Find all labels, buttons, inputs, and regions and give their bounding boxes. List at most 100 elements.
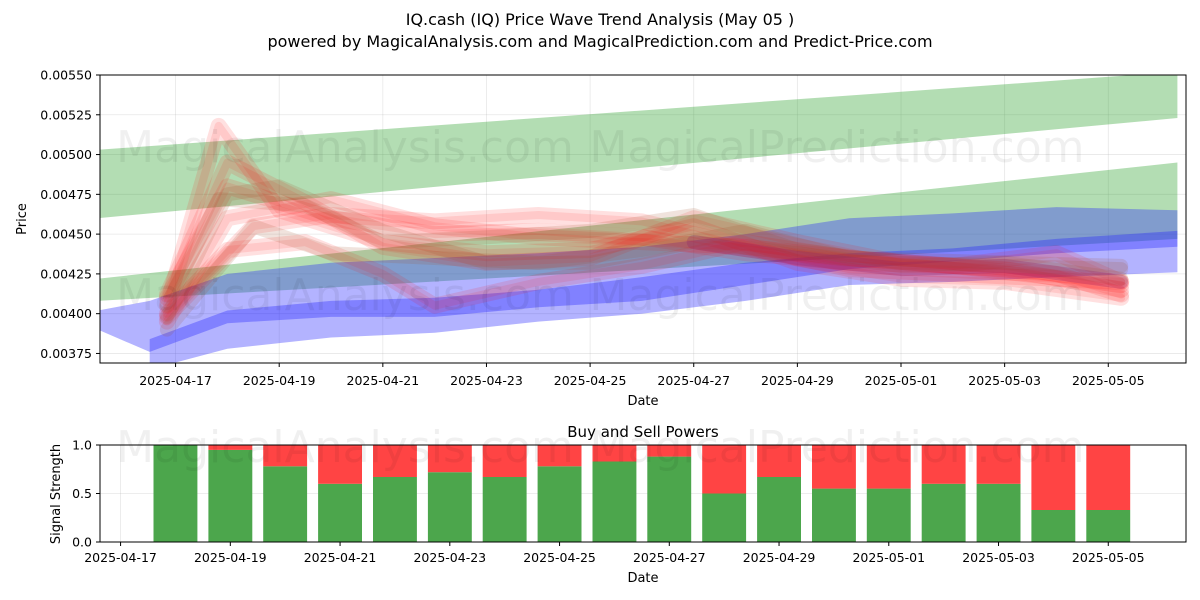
price-y-ticks: 0.00375 0.00400 0.00425 0.00450 0.00475 0.005… — [40, 68, 100, 361]
price-x-tick-label: 2025-05-03 — [968, 373, 1041, 388]
price-x-tick-label: 2025-04-25 — [554, 373, 627, 388]
signal-y-axis-label: Signal Strength — [49, 444, 64, 544]
chart-title: IQ.cash (IQ) Price Wave Trend Analysis (… — [406, 10, 795, 29]
buy-bar — [592, 461, 637, 542]
signal-x-tick-label: 2025-05-03 — [962, 550, 1035, 565]
sell-bar — [537, 445, 582, 467]
price-plot-frame — [99, 74, 1187, 364]
sell-bar — [318, 445, 362, 484]
price-paths — [158, 117, 1130, 337]
price-y-tick-label: 0.00400 — [40, 306, 92, 321]
red-wave-core-0 — [162, 121, 1126, 310]
sell-bar — [1086, 445, 1131, 510]
buy-bar — [921, 483, 966, 542]
red-wave-2 — [158, 207, 1130, 325]
signal-panel: Buy and Sell Powers MagicalAnalysis.com M… — [49, 422, 1187, 586]
signal-y-tick-label: 0.0 — [72, 535, 92, 550]
buy-bar — [757, 477, 801, 542]
buy-bar — [812, 488, 856, 542]
buy-bar — [702, 493, 747, 542]
buy-bar — [263, 466, 308, 542]
sell-bar — [263, 445, 308, 467]
red-wave-core-2 — [162, 211, 1126, 321]
watermark-text: MagicalAnalysis.com — [116, 422, 574, 473]
sell-bar — [757, 445, 801, 477]
price-x-tick-label: 2025-05-01 — [865, 373, 938, 388]
buy-bar — [373, 477, 417, 542]
price-y-tick-label: 0.00500 — [40, 147, 92, 162]
buy-bar — [1031, 510, 1076, 542]
signal-x-tick-label: 2025-04-25 — [523, 550, 596, 565]
price-x-tick-label: 2025-04-29 — [761, 373, 834, 388]
red-wave-core-5 — [162, 195, 1126, 326]
price-y-axis-label: Price — [15, 203, 30, 235]
brown-wave-0 — [159, 179, 1129, 324]
sell-bar — [427, 445, 472, 473]
buy-bar — [537, 466, 582, 542]
signal-x-tick-label: 2025-04-19 — [194, 550, 267, 565]
price-y-tick-label: 0.00450 — [40, 227, 92, 242]
price-x-axis-label: Date — [627, 394, 658, 409]
watermark-text: MagicalAnalysis.com — [116, 270, 574, 321]
purple-wave-0 — [686, 235, 1129, 289]
signal-y-tick-label: 1.0 — [72, 438, 92, 453]
sell-bar — [976, 445, 1021, 484]
price-x-tick-label: 2025-04-19 — [243, 373, 316, 388]
signal-bars — [153, 445, 1131, 542]
buy-bar — [482, 477, 527, 542]
signal-x-tick-label: 2025-04-17 — [84, 550, 157, 565]
signal-x-tick-label: 2025-05-01 — [852, 550, 925, 565]
sell-bar — [482, 445, 527, 477]
red-wave-5 — [158, 191, 1130, 330]
price-panel: MagicalAnalysis.com MagicalPrediction.com… — [15, 68, 1187, 409]
signal-chart-title: Buy and Sell Powers — [567, 423, 719, 441]
signal-watermarks: MagicalAnalysis.com MagicalPrediction.com — [116, 422, 1084, 473]
buy-bar — [976, 483, 1021, 542]
sell-bar — [812, 445, 856, 489]
price-watermarks: MagicalAnalysis.com MagicalPrediction.com… — [116, 122, 1084, 321]
blue-band-3 — [149, 230, 1178, 363]
watermark-text: MagicalPrediction.com — [590, 422, 1085, 473]
price-y-tick-label: 0.00550 — [40, 68, 92, 83]
red-wave-1 — [158, 178, 1130, 306]
sell-bar — [866, 445, 911, 489]
price-y-tick-label: 0.00475 — [40, 187, 92, 202]
sell-bar — [921, 445, 966, 484]
signal-x-tick-label: 2025-05-05 — [1072, 550, 1145, 565]
signal-x-axis-label: Date — [627, 571, 658, 586]
price-x-tick-label: 2025-04-23 — [450, 373, 523, 388]
red-wave-4 — [158, 234, 1130, 322]
watermark-text: MagicalPrediction.com — [590, 122, 1085, 173]
signal-x-ticks: 2025-04-17 2025-04-19 2025-04-21 2025-04-23… — [84, 542, 1145, 565]
sell-bar — [592, 445, 637, 462]
buy-bar — [427, 472, 472, 542]
signal-x-tick-label: 2025-04-23 — [413, 550, 486, 565]
green-band-0 — [100, 75, 1178, 218]
sell-bar — [702, 445, 747, 494]
brown-wave-2 — [159, 219, 1129, 337]
signal-y-tick-label: 0.5 — [72, 486, 92, 501]
price-y-tick-label: 0.00375 — [40, 346, 92, 361]
signal-x-tick-label: 2025-04-21 — [304, 550, 377, 565]
price-y-tick-label: 0.00525 — [40, 107, 92, 122]
sell-bar — [208, 445, 253, 450]
red-wave-core-4 — [162, 238, 1126, 318]
sell-bar — [1031, 445, 1076, 510]
price-x-tick-label: 2025-04-17 — [139, 373, 212, 388]
green-band-1 — [100, 162, 1178, 301]
price-bands — [100, 75, 1178, 363]
sell-bar — [647, 445, 692, 457]
red-wave-core-1 — [162, 182, 1126, 302]
price-x-tick-label: 2025-05-05 — [1072, 373, 1145, 388]
buy-bar — [153, 445, 198, 542]
buy-bar — [318, 483, 362, 542]
signal-x-tick-label: 2025-04-27 — [633, 550, 706, 565]
price-x-tick-label: 2025-04-21 — [347, 373, 420, 388]
buy-bar — [647, 456, 692, 542]
red-wave-3 — [158, 154, 1130, 303]
chart-subtitle: powered by MagicalAnalysis.com and Magic… — [267, 32, 932, 51]
red-wave-0 — [158, 117, 1130, 314]
price-y-tick-label: 0.00425 — [40, 266, 92, 281]
watermark-text: MagicalAnalysis.com — [116, 122, 574, 173]
